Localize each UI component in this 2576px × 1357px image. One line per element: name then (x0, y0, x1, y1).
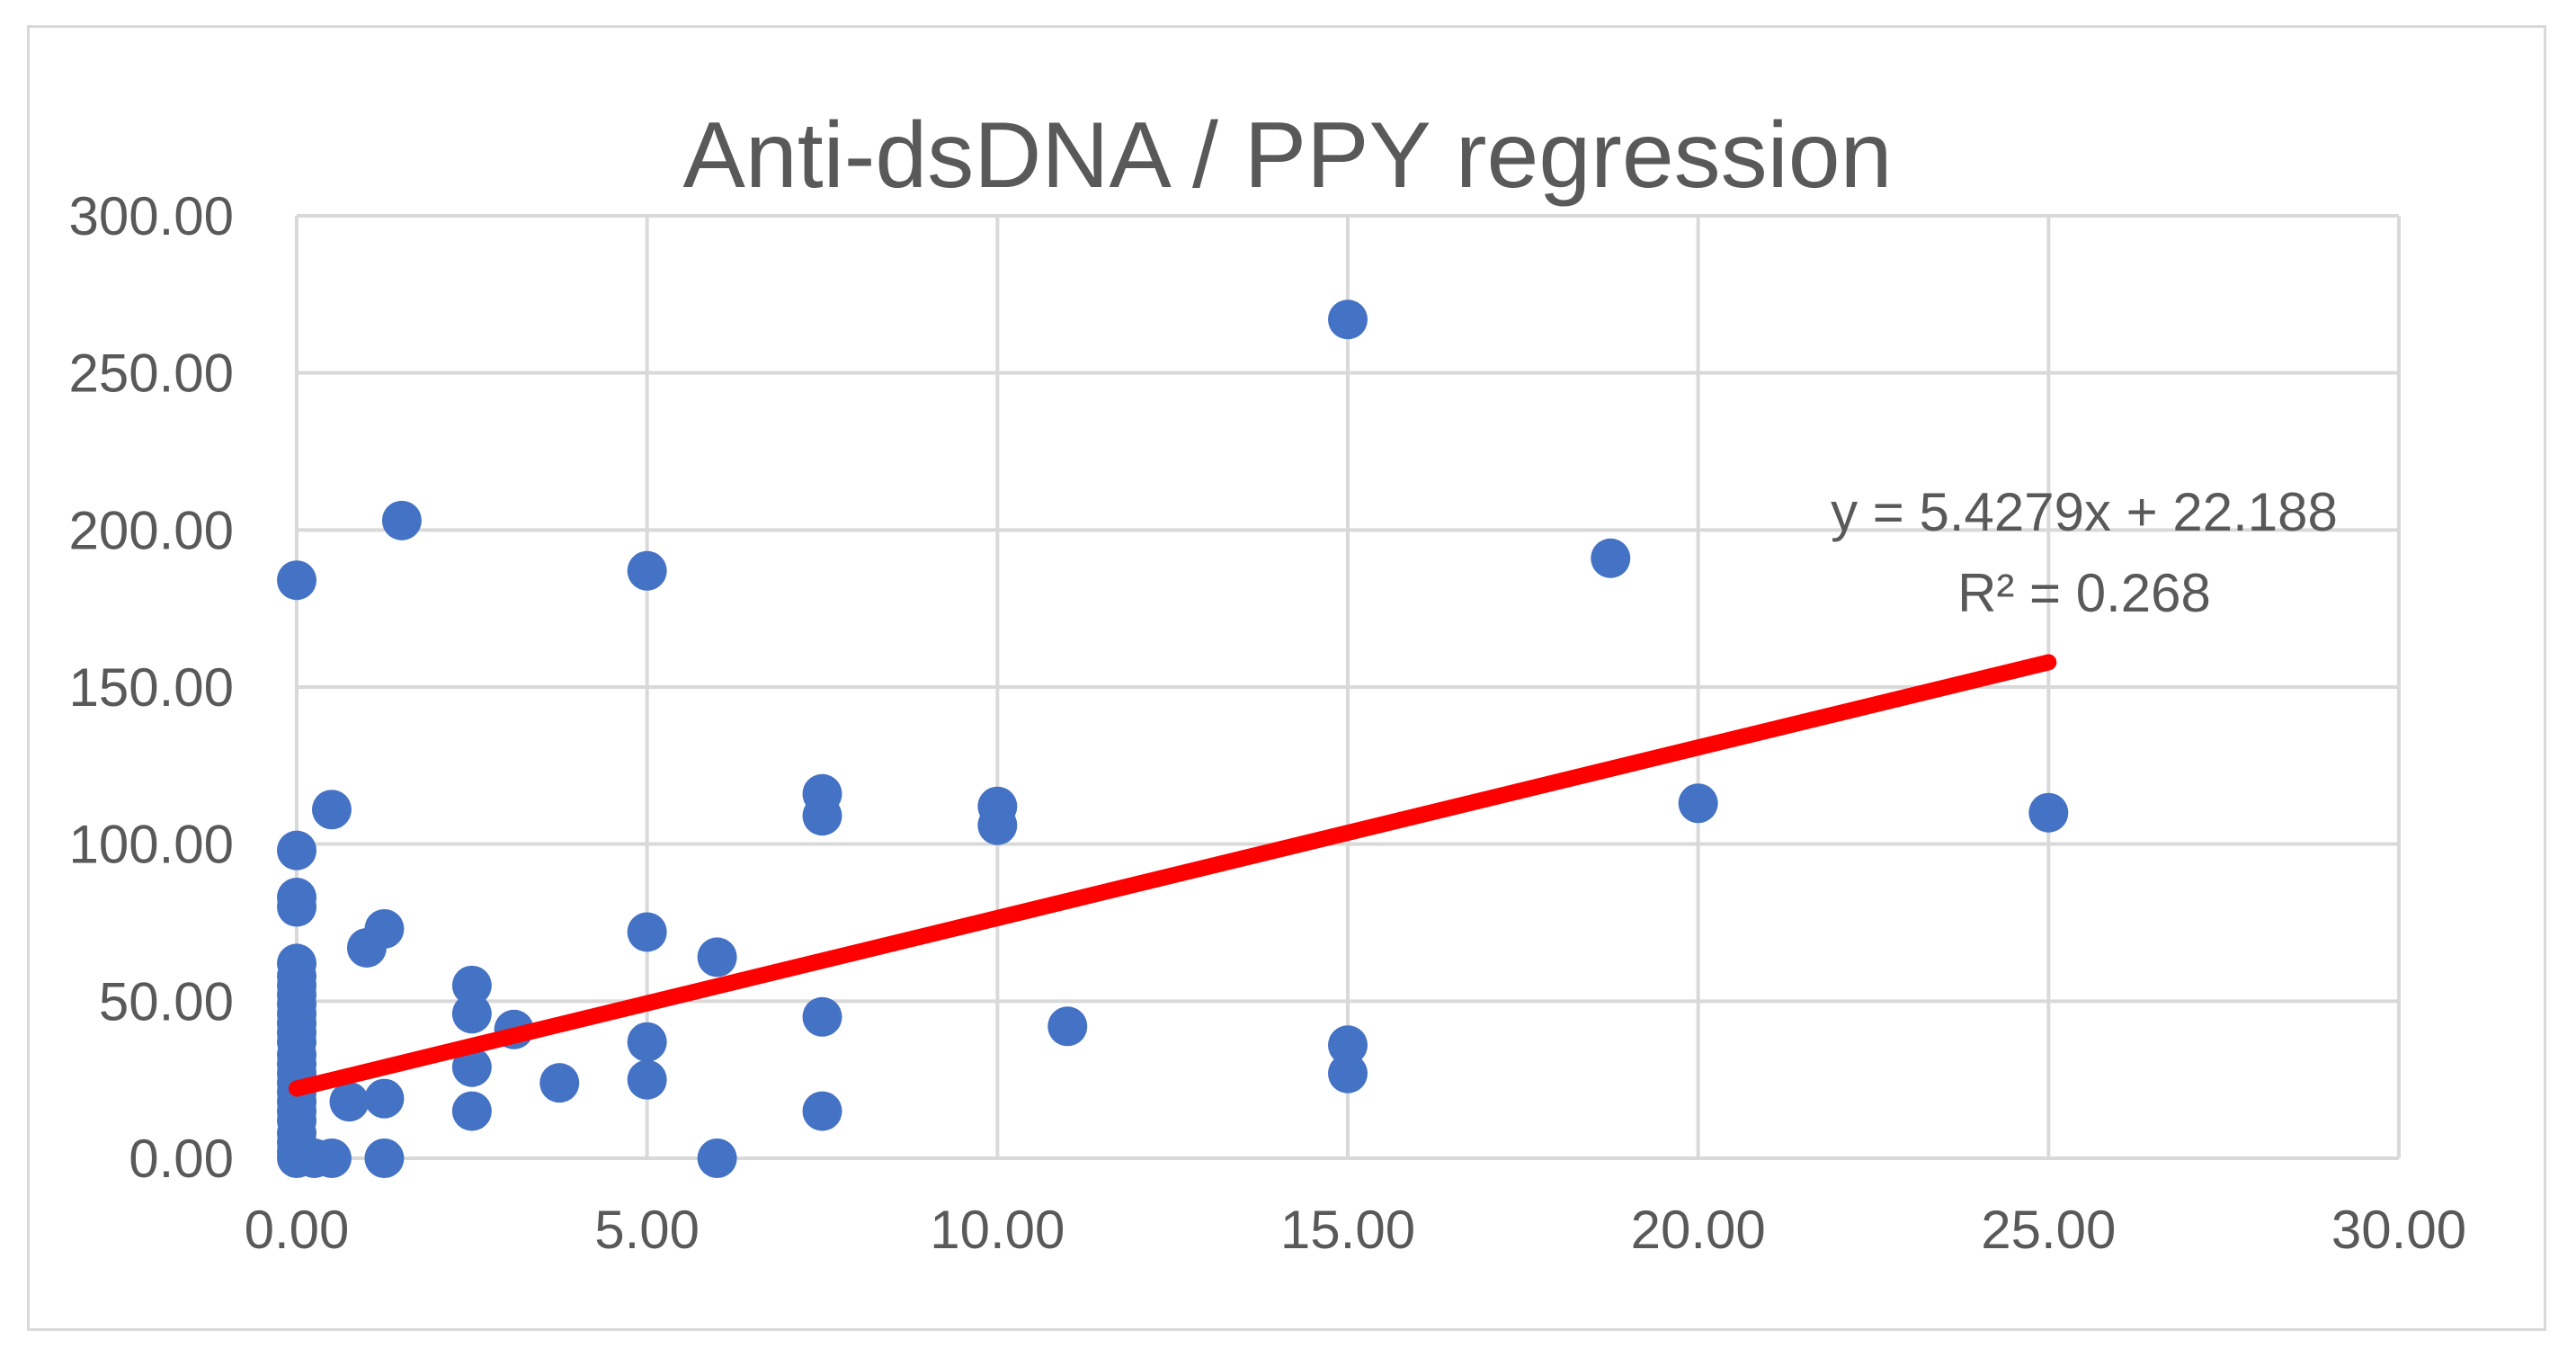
data-point (2028, 792, 2069, 833)
data-point (1328, 1053, 1368, 1094)
data-point (802, 996, 842, 1037)
data-point (977, 805, 1018, 845)
data-point (381, 500, 422, 540)
y-axis-tick-labels: 0.00 50.00 100.00 150.00 200.00 250.00 300.00 (68, 186, 234, 1189)
data-point (451, 994, 492, 1034)
x-tick-label: 20.00 (1631, 1200, 1766, 1260)
data-point (697, 1138, 737, 1178)
chart-frame (27, 25, 2546, 1331)
data-point (697, 937, 737, 978)
chart-title: Anti-dsDNA / PPY regression (683, 103, 1893, 208)
data-point (1328, 299, 1368, 340)
data-point (451, 965, 492, 1005)
data-point (802, 1091, 842, 1131)
data-point (1328, 1025, 1368, 1066)
trendline-r-squared: R² = 0.268 (1957, 563, 2211, 623)
x-tick-label: 10.00 (930, 1200, 1065, 1260)
x-tick-label: 30.00 (2331, 1200, 2466, 1260)
y-tick-label: 200.00 (68, 500, 234, 560)
data-point (451, 1047, 492, 1087)
data-point (277, 830, 316, 870)
trendline-equation: y = 5.4279x + 22.188 (1831, 482, 2338, 542)
data-point (277, 887, 316, 927)
y-tick-label: 0.00 (129, 1129, 234, 1189)
data-point (802, 796, 842, 836)
data-point (627, 1059, 667, 1100)
x-tick-label: 5.00 (594, 1200, 700, 1260)
trendline (289, 654, 2057, 1097)
x-tick-label: 25.00 (1981, 1200, 2116, 1260)
y-tick-label: 100.00 (68, 815, 234, 875)
data-point (1047, 1006, 1088, 1047)
x-axis-tick-labels: 0.00 5.00 10.00 15.00 20.00 25.00 30.00 (245, 1200, 2466, 1260)
data-point (627, 1022, 667, 1062)
data-point (364, 1138, 405, 1178)
y-tick-label: 50.00 (99, 971, 234, 1031)
y-tick-label: 300.00 (68, 186, 234, 246)
data-point (329, 1082, 370, 1122)
data-point (451, 1091, 492, 1131)
x-tick-label: 0.00 (245, 1200, 350, 1260)
data-point (1678, 783, 1718, 824)
y-tick-label: 150.00 (68, 657, 234, 718)
x-tick-label: 15.00 (1280, 1200, 1415, 1260)
data-points (277, 299, 2069, 1178)
data-point (1591, 538, 1631, 578)
data-point (539, 1063, 580, 1103)
data-point (364, 1078, 405, 1119)
data-point (311, 790, 352, 830)
data-point (277, 560, 316, 601)
data-point (627, 550, 667, 591)
data-point (364, 908, 405, 949)
data-point (627, 912, 667, 952)
y-tick-label: 250.00 (68, 344, 234, 404)
data-point (311, 1138, 352, 1178)
